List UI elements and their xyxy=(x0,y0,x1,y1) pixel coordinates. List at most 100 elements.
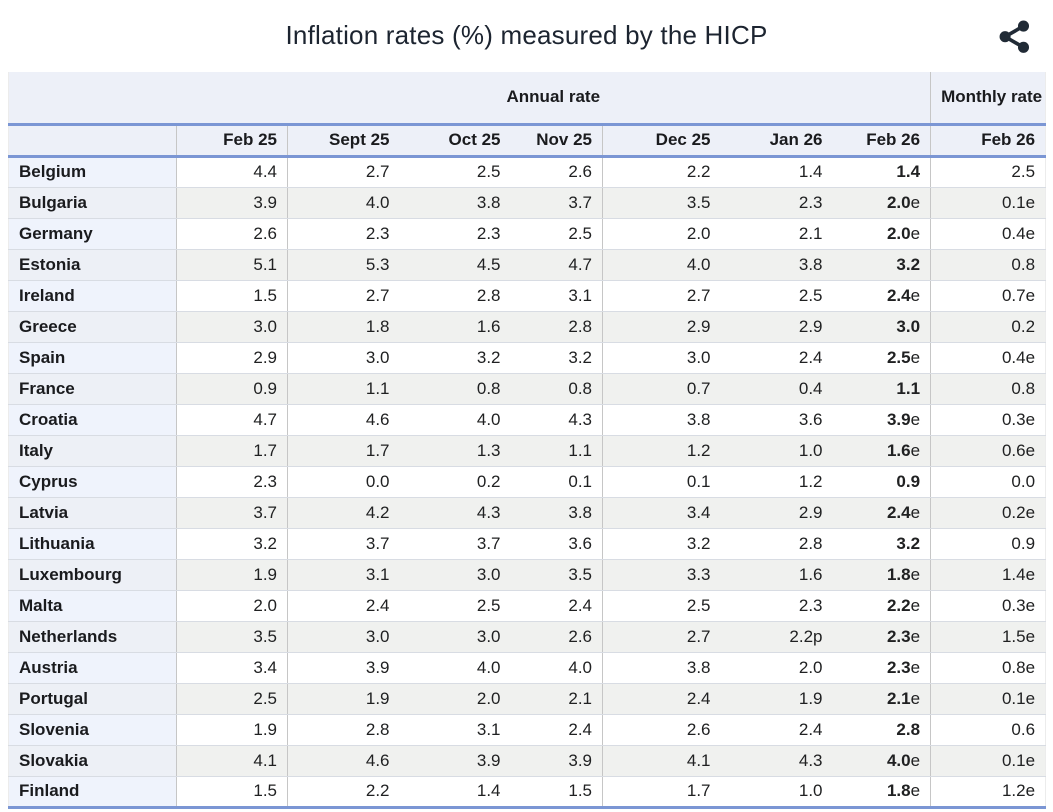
annual-value-cell: 2.0 xyxy=(720,652,833,684)
country-cell: Slovakia xyxy=(8,745,177,777)
annual-value-cell: 3.0 xyxy=(399,559,511,591)
annual-value-cell: 3.2 xyxy=(176,528,288,560)
col-header-jan26: Jan 26 xyxy=(720,124,833,158)
annual-value-cell: 3.7 xyxy=(176,497,288,529)
annual-value-cell: 0.1 xyxy=(602,466,721,498)
annual-value-cell: 2.8 xyxy=(287,714,400,746)
annual-value-cell: 1.4 xyxy=(399,776,511,809)
annual-value-cell: 2.4 xyxy=(287,590,400,622)
annual-value-cell: 3.4 xyxy=(602,497,721,529)
monthly-value-cell: 0.8 xyxy=(930,249,1046,281)
annual-value-cell: 2.3 xyxy=(720,590,833,622)
country-header-cell xyxy=(8,124,177,158)
annual-value-cell: 3.1 xyxy=(287,559,400,591)
annual-value-cell: 1.8 xyxy=(287,311,400,343)
annual-value-cell: 3.2 xyxy=(399,342,511,374)
annual-value-cell: 4.2 xyxy=(287,497,400,529)
share-button[interactable] xyxy=(995,18,1035,58)
annual-value-cell: 0.1 xyxy=(510,466,603,498)
annual-value-cell: 2.7 xyxy=(602,280,721,312)
col-header-oct25: Oct 25 xyxy=(399,124,511,158)
annual-value-cell: 4.5 xyxy=(399,249,511,281)
annual-value-cell: 2.4 xyxy=(720,714,833,746)
annual-value-cell: 3.0 xyxy=(176,311,288,343)
annual-value-cell: 2.6 xyxy=(510,621,603,653)
monthly-value-cell: 0.4e xyxy=(930,342,1046,374)
annual-value-cell: 1.5 xyxy=(176,776,288,809)
country-cell: Malta xyxy=(8,590,177,622)
country-cell: Bulgaria xyxy=(8,187,177,219)
annual-value-cell: 3.3 xyxy=(602,559,721,591)
annual-value-cell: 0.9 xyxy=(832,466,932,498)
table-row: Spain 2.9 3.0 3.2 3.2 3.0 2.4 2.5e 0.4e xyxy=(8,342,1046,374)
table-row: Austria 3.4 3.9 4.0 4.0 3.8 2.0 2.3e 0.8e xyxy=(8,652,1046,684)
monthly-value-cell: 0.1e xyxy=(930,683,1046,715)
table-row: Lithuania 3.2 3.7 3.7 3.6 3.2 2.8 3.2 0.9 xyxy=(8,528,1046,560)
annual-value-cell: 1.8e xyxy=(832,559,932,591)
annual-value-cell: 2.5 xyxy=(720,280,833,312)
annual-value-cell: 2.5 xyxy=(399,156,511,188)
annual-value-cell: 2.5 xyxy=(602,590,721,622)
annual-value-cell: 1.9 xyxy=(176,714,288,746)
country-cell: Belgium xyxy=(8,156,177,188)
col-header-nov25: Nov 25 xyxy=(510,124,603,158)
group-header-row: Annual rate Monthly rate xyxy=(8,72,1046,126)
annual-value-cell: 3.2 xyxy=(832,528,932,560)
annual-value-cell: 4.6 xyxy=(287,745,400,777)
monthly-value-cell: 0.2 xyxy=(930,311,1046,343)
table-row: Germany 2.6 2.3 2.3 2.5 2.0 2.1 2.0e 0.4e xyxy=(8,218,1046,250)
country-cell: Luxembourg xyxy=(8,559,177,591)
annual-value-cell: 2.3 xyxy=(176,466,288,498)
country-cell: Portugal xyxy=(8,683,177,715)
monthly-value-cell: 1.2e xyxy=(930,776,1046,809)
monthly-rate-group-header: Monthly rate xyxy=(930,72,1046,126)
annual-value-cell: 1.0 xyxy=(720,776,833,809)
annual-value-cell: 2.9 xyxy=(602,311,721,343)
annual-value-cell: 2.5e xyxy=(832,342,932,374)
annual-value-cell: 0.2 xyxy=(399,466,511,498)
annual-value-cell: 2.4 xyxy=(720,342,833,374)
country-cell: Ireland xyxy=(8,280,177,312)
table-row: Bulgaria 3.9 4.0 3.8 3.7 3.5 2.3 2.0e 0.1e xyxy=(8,187,1046,219)
country-cell: Estonia xyxy=(8,249,177,281)
monthly-value-cell: 0.6 xyxy=(930,714,1046,746)
monthly-value-cell: 0.0 xyxy=(930,466,1046,498)
monthly-value-cell: 0.4e xyxy=(930,218,1046,250)
annual-value-cell: 2.7 xyxy=(287,280,400,312)
country-cell: Italy xyxy=(8,435,177,467)
annual-value-cell: 3.7 xyxy=(287,528,400,560)
annual-value-cell: 1.4 xyxy=(832,156,932,188)
annual-value-cell: 2.7 xyxy=(287,156,400,188)
monthly-value-cell: 0.1e xyxy=(930,745,1046,777)
annual-value-cell: 1.6e xyxy=(832,435,932,467)
col-header-feb26: Feb 26 xyxy=(832,124,931,158)
table-row: Slovakia 4.1 4.6 3.9 3.9 4.1 4.3 4.0e 0.1e xyxy=(8,745,1046,777)
annual-value-cell: 3.9 xyxy=(176,187,288,219)
country-cell: Greece xyxy=(8,311,177,343)
annual-value-cell: 3.8 xyxy=(602,652,721,684)
annual-value-cell: 2.3e xyxy=(832,621,932,653)
annual-value-cell: 2.0 xyxy=(176,590,288,622)
table-row: Greece 3.0 1.8 1.6 2.8 2.9 2.9 3.0 0.2 xyxy=(8,311,1046,343)
annual-value-cell: 3.7 xyxy=(510,187,603,219)
annual-value-cell: 2.0e xyxy=(832,218,932,250)
annual-value-cell: 2.4 xyxy=(510,714,603,746)
month-header-row: Feb 25 Sept 25 Oct 25 Nov 25 Dec 25 Jan … xyxy=(8,124,1046,158)
annual-value-cell: 0.8 xyxy=(510,373,603,405)
corner-cell xyxy=(8,72,177,126)
annual-value-cell: 2.7 xyxy=(602,621,721,653)
monthly-value-cell: 1.4e xyxy=(930,559,1046,591)
annual-value-cell: 2.2e xyxy=(832,590,932,622)
annual-value-cell: 1.9 xyxy=(720,683,833,715)
annual-value-cell: 3.8 xyxy=(399,187,511,219)
annual-value-cell: 0.4 xyxy=(720,373,833,405)
annual-value-cell: 4.3 xyxy=(720,745,833,777)
annual-value-cell: 2.5 xyxy=(176,683,288,715)
annual-value-cell: 2.0 xyxy=(602,218,721,250)
annual-value-cell: 3.1 xyxy=(510,280,603,312)
annual-value-cell: 3.8 xyxy=(720,249,833,281)
monthly-value-cell: 0.3e xyxy=(930,404,1046,436)
table-row: Malta 2.0 2.4 2.5 2.4 2.5 2.3 2.2e 0.3e xyxy=(8,590,1046,622)
table-row: Slovenia 1.9 2.8 3.1 2.4 2.6 2.4 2.8 0.6 xyxy=(8,714,1046,746)
table-row: France 0.9 1.1 0.8 0.8 0.7 0.4 1.1 0.8 xyxy=(8,373,1046,405)
